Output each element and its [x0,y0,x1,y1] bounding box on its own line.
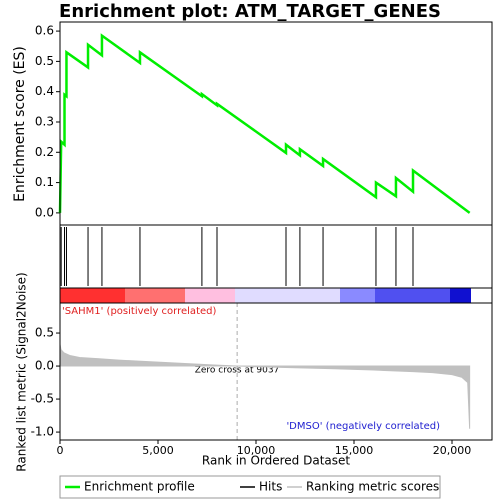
color-segment [185,288,235,303]
x-tick-label: 0 [57,444,64,457]
x-axis-label: Rank in Ordered Dataset [202,454,350,468]
color-bar [60,288,471,303]
color-segment [450,288,471,303]
y-tick-label: 0.0 [35,205,54,219]
y-tick-label: 0.2 [35,145,54,159]
y-tick-label: 0.5 [35,54,54,68]
x-tick-label: 5,000 [142,444,174,457]
y-tick-label: -0.5 [31,392,54,406]
y-tick-label: 0.5 [35,326,54,340]
annotation: 'SAHM1' (positively correlated) [62,306,216,317]
annotation: Zero cross at 9037 [195,366,280,376]
x-tick-label: 20,000 [433,444,472,457]
panel-frame [59,224,493,289]
y-axis-label: Ranked list metric (Signal2Noise) [15,272,29,471]
legend-label: Enrichment profile [84,480,195,494]
metric-area [59,344,471,429]
y-tick-label: -1.0 [31,425,54,439]
x-tick-label: 10,000 [237,444,276,457]
color-segment [235,288,340,303]
y-tick-label: 0.4 [35,84,54,98]
y-tick-label: 0.1 [35,175,54,189]
legend-label: Hits [259,480,282,494]
color-segment [125,288,185,303]
legend-box [59,475,441,499]
y-axis-label: Enrichment score (ES) [12,46,28,202]
x-tick-label: 15,000 [335,444,374,457]
color-segment [60,288,125,303]
y-tick-label: 0.3 [35,114,54,128]
chart-title: Enrichment plot: ATM_TARGET_GENES [59,1,441,22]
legend-label: Ranking metric scores [306,480,439,494]
y-tick-label: 0.6 [35,24,54,38]
y-tick-label: 0.0 [35,359,54,373]
color-segment [375,288,450,303]
es-line [58,33,471,214]
annotation: 'DMSO' (negatively correlated) [286,421,440,432]
color-segment [340,288,375,303]
panel-frame [59,287,493,304]
